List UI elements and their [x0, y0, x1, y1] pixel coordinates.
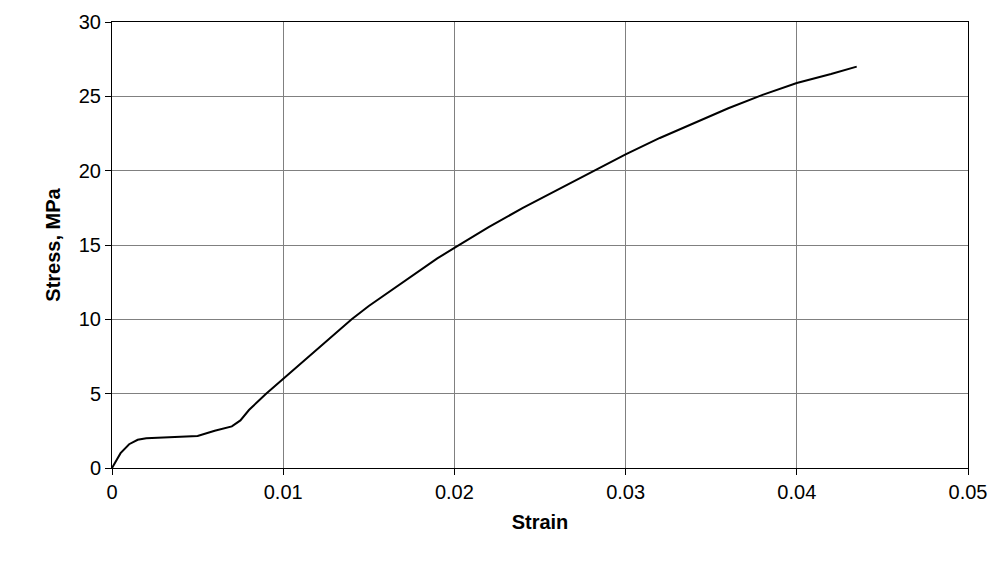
svg-text:0.05: 0.05	[949, 481, 988, 503]
svg-text:0: 0	[106, 481, 117, 503]
svg-text:Strain: Strain	[512, 511, 569, 533]
svg-text:0.01: 0.01	[264, 481, 303, 503]
svg-text:30: 30	[79, 11, 101, 33]
svg-text:0.02: 0.02	[435, 481, 474, 503]
svg-text:15: 15	[79, 234, 101, 256]
svg-text:0.03: 0.03	[606, 481, 645, 503]
svg-text:Stress, MPa: Stress, MPa	[42, 187, 64, 301]
svg-text:10: 10	[79, 308, 101, 330]
svg-text:0: 0	[90, 457, 101, 479]
svg-text:25: 25	[79, 85, 101, 107]
svg-text:0.04: 0.04	[777, 481, 816, 503]
svg-text:20: 20	[79, 160, 101, 182]
svg-text:5: 5	[90, 383, 101, 405]
